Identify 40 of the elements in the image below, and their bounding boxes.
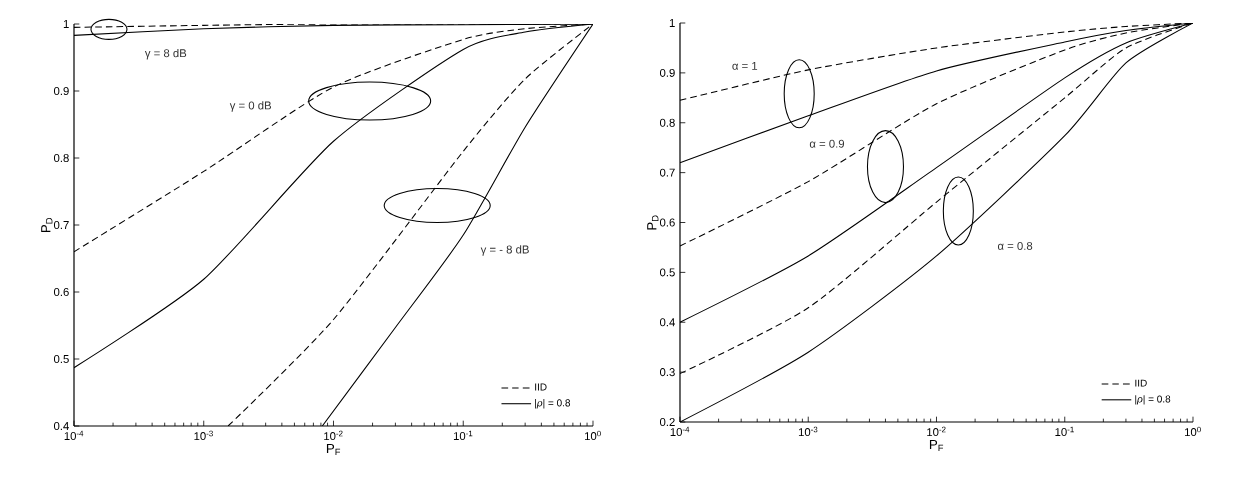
x-tick-label: 10$^{-2}$ bbox=[927, 426, 946, 437]
y-tick-label: 0.4 bbox=[53, 422, 69, 431]
x-axis-title: P$_{F}$ bbox=[929, 439, 944, 452]
y-tick-label: 0.7 bbox=[659, 168, 675, 177]
annotation: γ = 8 dB bbox=[144, 48, 187, 60]
x-tick-label: 10$^{-1}$ bbox=[453, 430, 473, 441]
annotation: α = 1 bbox=[732, 61, 758, 70]
y-tick-label: 0.9 bbox=[53, 87, 69, 96]
legend-label: |ρ| = 0.8 bbox=[535, 399, 571, 409]
x-tick-label: 10$^{0}$ bbox=[1185, 426, 1201, 437]
y-tick-label: 0.5 bbox=[659, 268, 675, 277]
x-tick-label: 10$^{-4}$ bbox=[64, 430, 84, 441]
legend-label: IID bbox=[1135, 379, 1147, 387]
y-tick-label: 0.6 bbox=[53, 288, 69, 297]
y-axis-title: P$_{D}$ bbox=[647, 215, 659, 230]
legend-label: |ρ| = 0.8 bbox=[1135, 395, 1171, 405]
annotation: α = 0.8 bbox=[997, 241, 1033, 250]
x-axis-title: P$_{F}$ bbox=[326, 443, 341, 456]
y-tick-label: 1 bbox=[669, 19, 675, 27]
annotation: α = 0.9 bbox=[809, 139, 845, 148]
x-tick-label: 10$^{-1}$ bbox=[1055, 426, 1074, 437]
x-tick-label: 10$^{-2}$ bbox=[324, 430, 343, 441]
y-axis-title: P$_{D}$ bbox=[41, 217, 53, 233]
annotation: γ = - 8 dB bbox=[480, 245, 529, 256]
x-tick-label: 10$^{-3}$ bbox=[798, 426, 818, 437]
x-tick-label: 10$^{0}$ bbox=[585, 430, 601, 441]
y-tick-label: 0.4 bbox=[659, 318, 675, 327]
annotation: γ = 0 dB bbox=[229, 101, 272, 112]
y-tick-label: 0.3 bbox=[659, 368, 675, 377]
y-tick-label: 0.8 bbox=[53, 154, 69, 163]
y-tick-label: 0.7 bbox=[53, 221, 69, 230]
y-tick-label: 0.9 bbox=[659, 68, 675, 77]
y-tick-label: 0.5 bbox=[53, 355, 69, 364]
y-tick-label: 0.6 bbox=[659, 218, 675, 227]
y-tick-label: 0.8 bbox=[659, 118, 675, 127]
y-tick-label: 0.2 bbox=[659, 418, 675, 427]
x-tick-label: 10$^{-4}$ bbox=[670, 426, 690, 437]
y-tick-label: 1 bbox=[63, 20, 69, 28]
legend-label: IID bbox=[535, 383, 547, 391]
x-tick-label: 10$^{-3}$ bbox=[194, 430, 213, 441]
